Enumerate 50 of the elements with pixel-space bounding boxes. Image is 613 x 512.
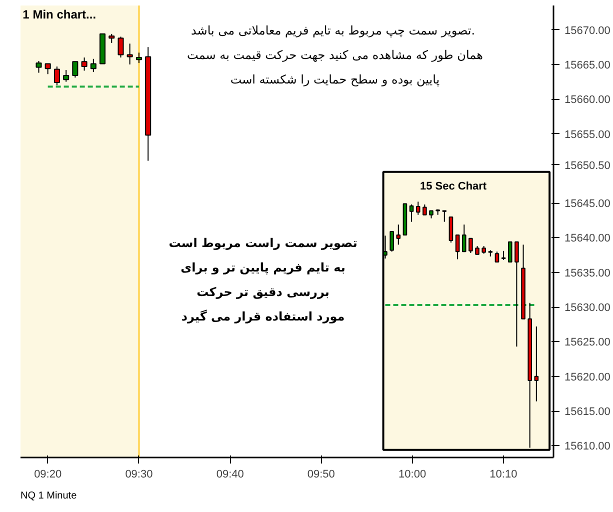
- candlestick: [390, 231, 394, 252]
- x-tick-label: 10:10: [490, 468, 518, 480]
- candlestick: [44, 63, 51, 75]
- x-tick-label: 09:30: [125, 468, 153, 480]
- candlestick: [462, 224, 466, 252]
- y-tick-label: 15640.00: [564, 232, 610, 245]
- y-tick-label: 15650.50: [564, 160, 610, 172]
- y-tick-label: 15660.00: [564, 94, 610, 106]
- candlestick: [448, 216, 454, 244]
- y-tick-label: 15620.00: [564, 371, 610, 384]
- y-tick-label: 15630.00: [564, 302, 610, 314]
- candlestick: [416, 201, 420, 216]
- candlestick: [81, 56, 88, 72]
- candlestick: [54, 66, 60, 86]
- candlestick: [442, 210, 447, 222]
- candlestick: [409, 204, 414, 222]
- candlestick: [514, 241, 519, 348]
- candlestick: [136, 52, 142, 64]
- text: NQ 1 Minute: [20, 490, 78, 502]
- candlestick: [494, 251, 500, 263]
- annotation: تصویر سمت راست مربوط است به تایم فریم پایین تر و برای بررسی دقیق تر حرکت مورد استفاده قرار می گیرد: [168, 236, 358, 324]
- y-tick-label: 15625.00: [564, 336, 610, 349]
- y-tick-label: 15645.00: [564, 198, 610, 210]
- candlestick: [63, 69, 70, 82]
- candlestick: [468, 238, 473, 254]
- chart-title: 1 Min chart...: [22, 8, 96, 22]
- candlestick: [534, 326, 539, 402]
- annotation: تصویر سمت چپ مربوط به تایم فریم معاملاتی می باشد. همان طور که مشاهده می کنید جهت حرکت قیمت به سمت پایین بوده و سطح حمایت را شکسته است: [187, 24, 483, 87]
- candlestick: [36, 60, 42, 74]
- text: 15 Sec Chart: [420, 180, 487, 192]
- y-tick-label: 15610.00: [564, 440, 610, 453]
- x-tick-label: 10:00: [398, 468, 426, 480]
- candlestick: [422, 204, 427, 216]
- candlestick: [508, 241, 512, 263]
- candlestick: [72, 61, 78, 78]
- y-tick-label: 15670.00: [564, 24, 610, 37]
- candlestick: [396, 224, 401, 246]
- y-tick-label: 15635.00: [564, 267, 610, 280]
- candlestick: [501, 250, 506, 260]
- y-tick-label: 15665.00: [564, 59, 610, 72]
- candlestick: [118, 36, 124, 58]
- candlestick: [126, 43, 133, 65]
- candlestick: [455, 234, 460, 260]
- x-tick-label: 09:40: [216, 468, 244, 480]
- x-tick-label: 09:20: [34, 468, 62, 480]
- y-tick-label: 15615.00: [564, 406, 610, 418]
- candlestick: [108, 33, 115, 44]
- candlestick: [90, 58, 96, 73]
- x-tick-label: 09:50: [307, 468, 335, 480]
- y-tick-label: 15655.00: [564, 128, 610, 141]
